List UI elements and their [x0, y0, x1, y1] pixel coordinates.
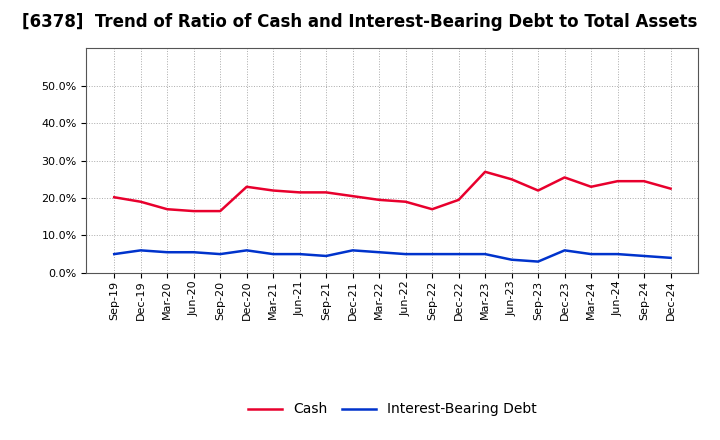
Cash [216, 209, 225, 214]
Cash [189, 209, 198, 214]
Interest-Bearing Debt [375, 249, 384, 255]
Interest-Bearing Debt [481, 251, 490, 257]
Cash [295, 190, 304, 195]
Text: [6378]  Trend of Ratio of Cash and Interest-Bearing Debt to Total Assets: [6378] Trend of Ratio of Cash and Intere… [22, 13, 698, 31]
Cash [534, 188, 542, 193]
Cash [322, 190, 330, 195]
Interest-Bearing Debt [613, 251, 622, 257]
Interest-Bearing Debt [110, 251, 119, 257]
Cash [640, 179, 649, 184]
Cash [508, 176, 516, 182]
Interest-Bearing Debt [216, 251, 225, 257]
Interest-Bearing Debt [136, 248, 145, 253]
Cash [348, 194, 357, 199]
Cash [666, 186, 675, 191]
Interest-Bearing Debt [163, 249, 171, 255]
Interest-Bearing Debt [454, 251, 463, 257]
Interest-Bearing Debt [295, 251, 304, 257]
Interest-Bearing Debt [322, 253, 330, 259]
Cash [454, 197, 463, 202]
Line: Cash: Cash [114, 172, 670, 211]
Cash [243, 184, 251, 189]
Cash [587, 184, 595, 189]
Interest-Bearing Debt [666, 255, 675, 260]
Interest-Bearing Debt [587, 251, 595, 257]
Interest-Bearing Debt [534, 259, 542, 264]
Cash [613, 179, 622, 184]
Cash [269, 188, 277, 193]
Cash [428, 206, 436, 212]
Legend: Cash, Interest-Bearing Debt: Cash, Interest-Bearing Debt [242, 396, 543, 422]
Interest-Bearing Debt [560, 248, 569, 253]
Cash [375, 197, 384, 202]
Cash [401, 199, 410, 204]
Interest-Bearing Debt [401, 251, 410, 257]
Interest-Bearing Debt [243, 248, 251, 253]
Interest-Bearing Debt [508, 257, 516, 262]
Interest-Bearing Debt [640, 253, 649, 259]
Cash [136, 199, 145, 204]
Interest-Bearing Debt [348, 248, 357, 253]
Interest-Bearing Debt [428, 251, 436, 257]
Cash [560, 175, 569, 180]
Cash [110, 194, 119, 200]
Interest-Bearing Debt [189, 249, 198, 255]
Line: Interest-Bearing Debt: Interest-Bearing Debt [114, 250, 670, 261]
Cash [163, 206, 171, 212]
Interest-Bearing Debt [269, 251, 277, 257]
Cash [481, 169, 490, 174]
